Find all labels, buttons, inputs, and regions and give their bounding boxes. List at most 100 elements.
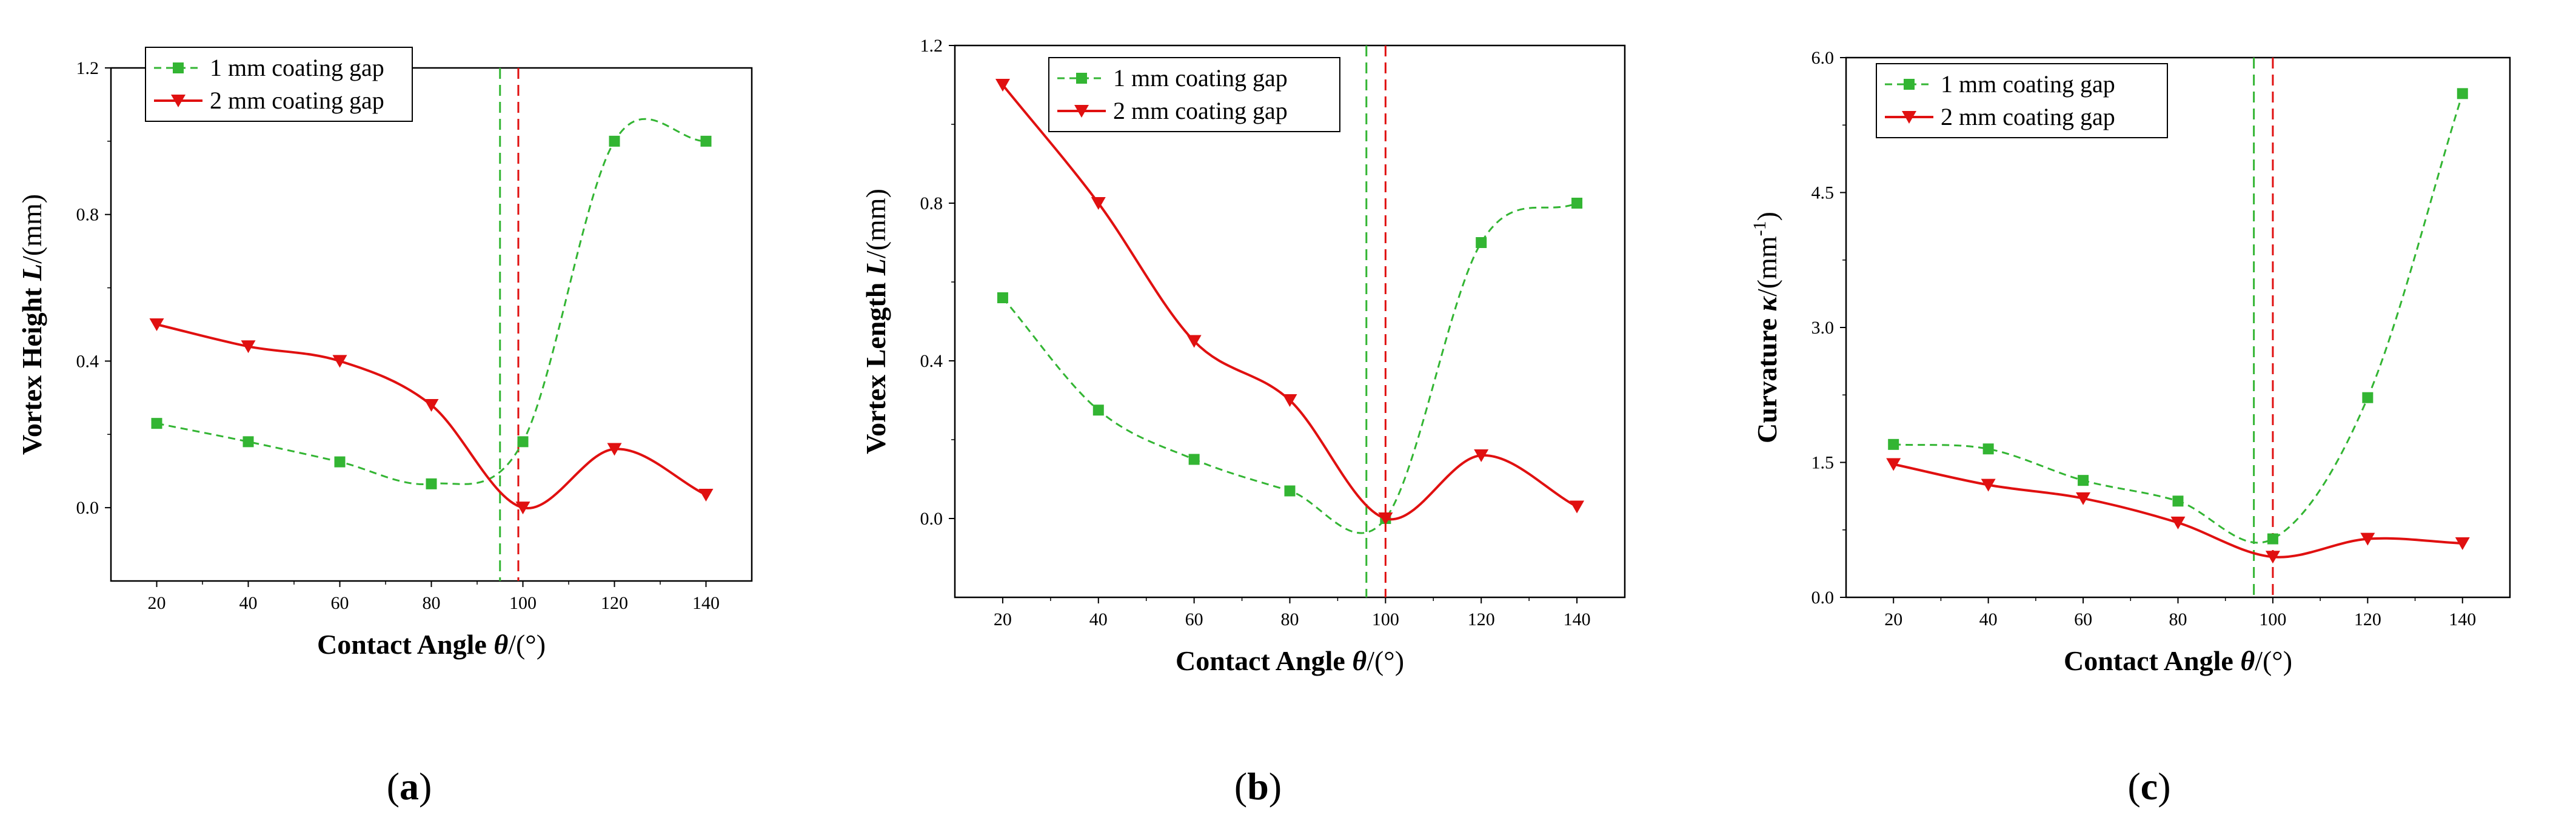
x-tick-label: 20 [994,609,1012,629]
legend-marker-1 [173,62,184,73]
panel-label-c: (c) [2127,765,2170,808]
y-tick-label: 1.2 [76,58,99,78]
legend-box [1048,57,1340,132]
series-line-1 [1002,202,1577,534]
legend: 1 mm coating gap 2 mm coating gap [145,47,413,122]
data-point-series-2 [1282,394,1297,407]
panel-label-open: ( [1234,765,1247,808]
panel-label-open: ( [2127,765,2140,808]
panel-a: 20 40 60 80 100 120 140 0.0 0.4 0.8 1.2 1 mm coatin… [16,47,753,808]
data-point-series-1 [1092,404,1104,416]
y-axis-title-symbol: L [860,258,891,276]
y-tick-label: 0.8 [76,205,99,225]
data-point-series-2 [698,488,714,502]
data-point-series-1 [1982,443,1994,455]
data-point-series-2 [2076,492,2091,505]
data-point-series-1 [2172,495,2184,507]
plot-frame [1845,56,2511,599]
data-point-series-2 [1474,449,1489,462]
series-line-1 [156,118,706,486]
y-axis-title: Curvature κ/(mm-1) [1750,212,1782,443]
panel-label-close: ) [419,765,432,808]
data-point-series-1 [151,418,162,429]
x-axis-title-text: Contact Angle [2064,645,2240,676]
y-tick-label: 1.2 [920,36,943,56]
data-point-series-2 [424,398,439,412]
x-tick-label: 60 [331,593,349,613]
data-point-series-1 [2078,475,2089,486]
data-point-series-1 [1476,237,1487,248]
x-tick-label: 140 [692,593,720,613]
legend-label-2: 2 mm coating gap [1941,103,2115,130]
data-point-series-2 [607,443,622,456]
panel-c: 20 40 60 80 100 120 140 0.0 1.5 3.0 4.5 6.0 1 mm coa… [1750,48,2511,808]
x-tick-label: 80 [1281,609,1299,629]
data-point-series-1 [700,135,712,147]
panel-label-letter: c [2141,765,2158,808]
x-axis-title-symbol: θ [1352,645,1367,676]
x-tick-label: 40 [239,593,258,613]
x-tick-label: 80 [2169,609,2187,629]
legend-marker-2 [1074,105,1089,118]
x-tick-label: 140 [1564,609,1591,629]
panel-label-b: (b) [1234,765,1282,808]
plot-frame [110,67,753,582]
x-tick-label: 20 [1884,609,1902,629]
data-point-series-2 [515,502,530,515]
x-axis-title: Contact Angle θ/(°) [1176,645,1404,676]
data-point-series-1 [1888,438,1899,450]
legend-marker-1 [1904,79,1915,90]
legend-box [145,47,413,122]
legend-marker-2 [171,95,186,107]
y-axis-title-text: Curvature [1751,311,1782,443]
y-tick-label: 0.0 [1812,588,1835,608]
data-point-series-2 [1091,197,1106,210]
y-tick-label: 0.0 [920,509,943,529]
series-line-2 [1893,463,2463,559]
x-axis-title-symbol: θ [493,629,508,660]
y-tick-label: 0.0 [76,498,99,518]
x-tick-label: 100 [1372,609,1399,629]
data-point-series-1 [609,135,620,147]
data-point-series-1 [2267,533,2278,545]
x-axis-title: Contact Angle θ/(°) [2064,645,2292,676]
panel-b: 20 40 60 80 100 120 140 0.0 0.4 0.8 1.2 1 mm coatin… [860,36,1626,808]
x-tick-label: 80 [423,593,441,613]
legend: 1 mm coating gap 2 mm coating gap [1048,57,1340,132]
y-axis-title-symbol: κ [1751,295,1782,311]
y-tick-label: 3.0 [1812,318,1835,338]
y-axis-title-unit: /(mm) [860,189,891,258]
panel-label-close: ) [1269,765,1282,808]
panel-label-close: ) [2158,765,2170,808]
x-tick-label: 20 [148,593,166,613]
legend-marker-2 [1902,111,1916,124]
y-axis-title-unit: /(mm) [16,194,47,264]
x-tick-label: 120 [601,593,628,613]
data-point-series-2 [2360,532,2375,546]
y-axis-title-symbol: L [16,264,47,281]
data-point-series-2 [1570,500,1585,514]
data-point-series-1 [1188,454,1200,465]
y-axis-title: Vortex Height L/(mm) [16,194,47,455]
data-point-series-2 [149,318,164,331]
y-tick-label: 4.5 [1812,183,1835,203]
data-point-series-1 [517,436,529,448]
y-axis-title-unit: /(mm [1751,236,1782,297]
data-point-series-2 [241,340,256,354]
legend-label-2: 2 mm coating gap [210,87,384,114]
legend-marker-1 [1076,73,1087,84]
data-point-series-2 [332,355,347,368]
series-line-2 [1002,84,1578,521]
data-point-series-2 [995,79,1010,92]
y-tick-label: 1.5 [1812,453,1835,473]
x-axis-title-text: Contact Angle [317,629,493,660]
data-point-series-2 [2170,516,2186,529]
legend-label-1: 1 mm coating gap [210,54,384,81]
x-axis-title: Contact Angle θ/(°) [317,629,546,660]
y-axis-title-unit-end: ) [1751,212,1782,221]
x-tick-label: 100 [2259,609,2286,629]
data-point-series-1 [1284,485,1296,497]
y-axis-title-text: Vortex Length [860,275,891,454]
y-axis-title-text: Vortex Height [16,281,47,455]
data-point-series-1 [997,292,1008,303]
